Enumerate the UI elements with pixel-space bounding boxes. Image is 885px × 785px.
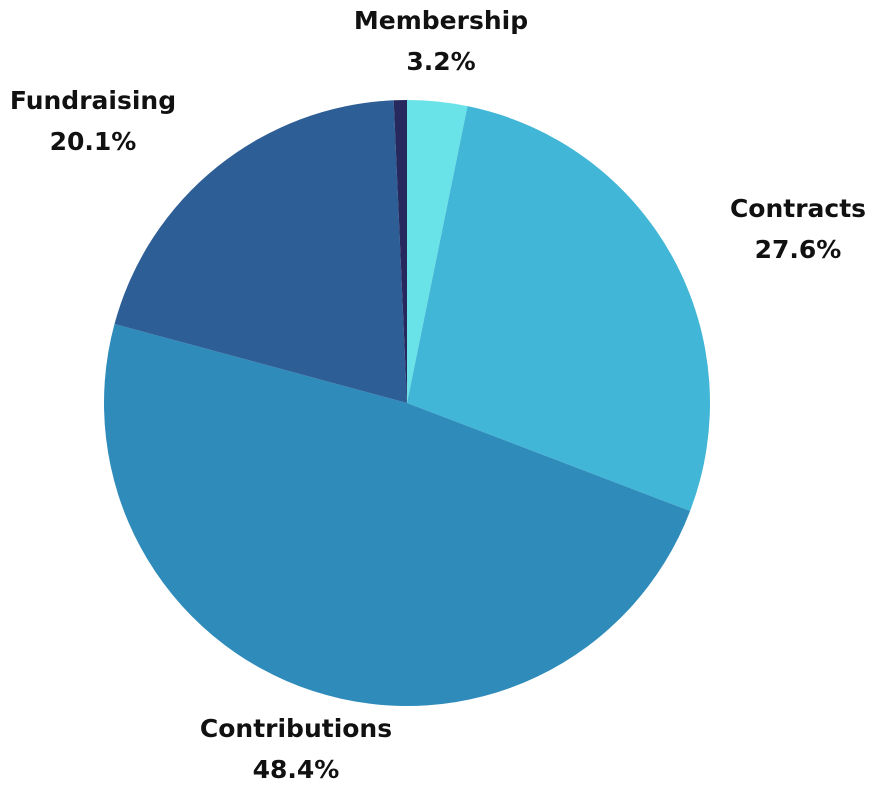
slice-value-label: 27.6%	[755, 235, 842, 264]
pie-slice	[407, 100, 468, 403]
slice-value-label: 20.1%	[50, 127, 137, 156]
pie-slice	[114, 100, 407, 403]
slice-label: Contributions	[200, 714, 392, 743]
slice-value-label: 3.2%	[406, 47, 475, 76]
slice-label: Membership	[354, 6, 528, 35]
pie-slice	[393, 100, 407, 403]
pie-slice	[103, 323, 691, 707]
pie-slice	[407, 106, 710, 511]
slice-label: Contracts	[730, 194, 866, 223]
slice-value-label: 48.4%	[253, 755, 340, 784]
slice-label: Fundraising	[10, 86, 176, 115]
